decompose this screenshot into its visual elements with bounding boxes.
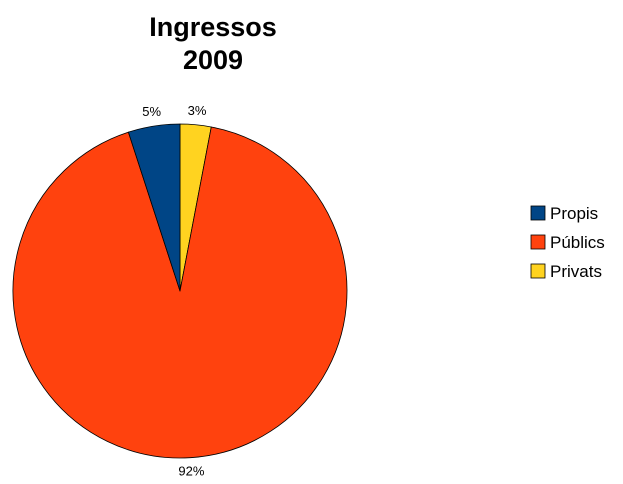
legend: Propis Públics Privats (530, 204, 605, 281)
chart-title-line-2: 2009 (183, 45, 243, 75)
pie-label-privats: 3% (188, 103, 207, 118)
legend-label-propis: Propis (550, 204, 598, 223)
legend-label-privats: Privats (550, 262, 602, 281)
pie-slice-publics (12, 126, 348, 459)
pie-slice-propis (127, 123, 181, 292)
legend-swatch-publics (530, 234, 546, 250)
pie-value-labels: 3% 92% 5% (142, 103, 207, 479)
pie-label-publics: 92% (178, 464, 204, 479)
pie-label-propis: 5% (142, 104, 161, 119)
legend-swatch-propis (530, 205, 546, 221)
chart-title-line-1: Ingressos (149, 12, 277, 42)
legend-swatch-privats (530, 263, 546, 279)
legend-label-publics: Públics (550, 233, 605, 252)
pie-slices (12, 123, 348, 459)
